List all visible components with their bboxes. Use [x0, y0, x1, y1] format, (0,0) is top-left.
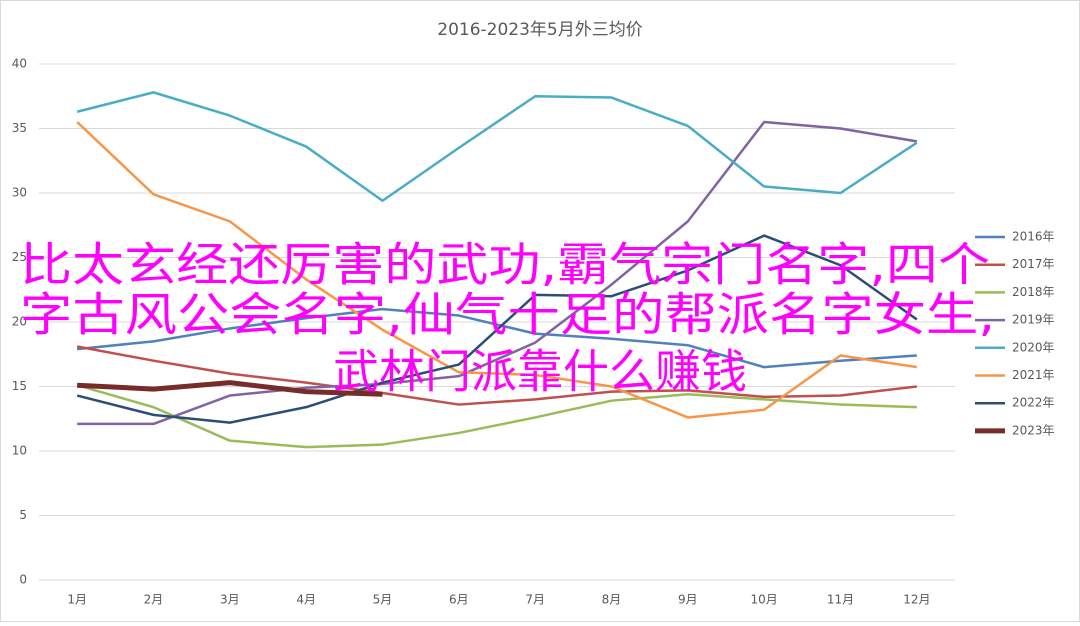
- y-tick-label: 10: [12, 444, 27, 458]
- x-tick-label: 5月: [373, 593, 393, 607]
- series-line: [76, 91, 918, 202]
- y-tick-label: 35: [12, 121, 27, 135]
- x-tick-label: 7月: [525, 593, 545, 607]
- overlay-text: 武林门派靠什么赚钱: [333, 345, 747, 399]
- legend-label: 2020年: [1012, 340, 1055, 354]
- overlay-text: 字古风公会名字,仙气十足的帮派名字女生,: [20, 288, 995, 342]
- legend-label: 2023年: [1012, 423, 1055, 437]
- x-tick-label: 9月: [678, 593, 698, 607]
- x-tick-label: 2月: [144, 593, 164, 607]
- series-line: [76, 345, 917, 406]
- series-line: [77, 120, 918, 426]
- legend-label: 2016年: [1012, 230, 1055, 244]
- legend-label: 2017年: [1012, 257, 1055, 271]
- x-tick-label: 1月: [67, 593, 87, 607]
- x-tick-label: 3月: [220, 593, 240, 607]
- y-tick-label: 15: [12, 379, 27, 393]
- overlay-text: 比太玄经还厉害的武功,霸气宗门名字,四个: [20, 238, 990, 292]
- x-tick-label: 12月: [903, 593, 930, 607]
- y-tick-label: 5: [19, 508, 27, 522]
- series-line: [76, 234, 918, 424]
- x-tick-label: 6月: [449, 593, 469, 607]
- y-tick-label: 0: [19, 573, 27, 587]
- series-line: [76, 121, 918, 419]
- series-line: [77, 380, 383, 397]
- x-tick-label: 10月: [751, 593, 778, 607]
- x-tick-label: 4月: [296, 593, 316, 607]
- legend-label: 2021年: [1012, 368, 1055, 382]
- series-line: [77, 307, 917, 369]
- y-tick-label: 20: [12, 315, 27, 329]
- y-tick-label: 25: [12, 250, 27, 264]
- legend-label: 2019年: [1012, 313, 1055, 327]
- y-tick-label: 30: [12, 186, 27, 200]
- chart-title: 2016-2023年5月外三均价: [437, 20, 642, 40]
- legend-label: 2018年: [1012, 285, 1055, 299]
- y-tick-label: 40: [12, 57, 27, 71]
- x-tick-label: 8月: [602, 593, 622, 607]
- legend-label: 2022年: [1012, 396, 1055, 410]
- x-tick-label: 11月: [827, 593, 854, 607]
